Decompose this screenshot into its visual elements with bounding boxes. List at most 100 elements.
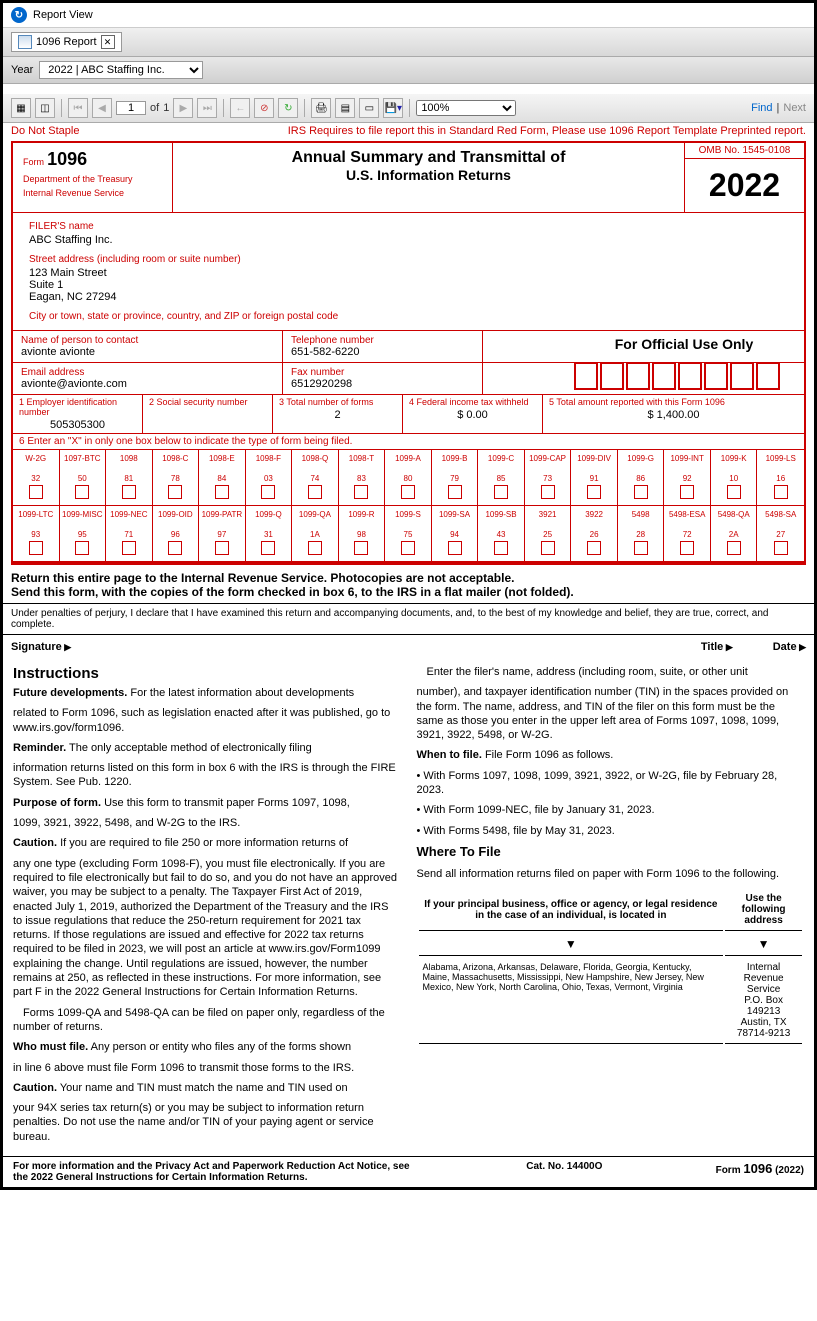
form-type-checkbox[interactable]: 1098-Q74 (292, 450, 339, 505)
form-type-checkbox[interactable]: 1099-LS16 (757, 450, 804, 505)
separator: | (777, 102, 780, 114)
tab-label: 1096 Report (36, 36, 97, 48)
year-bar: Year 2022 | ABC Staffing Inc. (3, 57, 814, 84)
reminder-label: Reminder. (13, 742, 66, 754)
form-type-checkbox[interactable]: W-2G32 (13, 450, 60, 505)
back-icon[interactable]: ← (230, 98, 250, 118)
separator (409, 99, 410, 117)
form-type-checkbox[interactable]: 1099-SA94 (432, 506, 479, 561)
form-type-checkbox[interactable]: 1098-E84 (199, 450, 246, 505)
form-type-checkbox[interactable]: 1099-QA1A (292, 506, 339, 561)
zoom-select[interactable]: 100% (416, 100, 516, 116)
who-text2: in line 6 above must file Form 1096 to t… (13, 1061, 401, 1075)
form-type-checkbox[interactable]: 1099-S75 (385, 506, 432, 561)
app-icon: ↻ (11, 7, 27, 23)
caution2-text: Your name and TIN must match the name an… (60, 1082, 348, 1094)
form-type-checkbox[interactable]: 1099-K10 (711, 450, 758, 505)
where-col1-header: If your principal business, office or ag… (419, 889, 724, 931)
export-icon[interactable]: 💾▾ (383, 98, 403, 118)
prev-page-icon[interactable]: ◀ (92, 98, 112, 118)
form-type-checkbox[interactable]: 1099-B79 (432, 450, 479, 505)
form-type-checkbox[interactable]: 1099-OID96 (153, 506, 200, 561)
title-bar: ↻ Report View (3, 3, 814, 28)
arrow-down-icon: ▼ (419, 933, 724, 956)
form-type-checkbox[interactable]: 1099-SB43 (478, 506, 525, 561)
box6-label: 6 Enter an "X" in only one box below to … (13, 434, 804, 450)
checkbox-row2: 1099-LTC931099-MISC951099-NEC711099-OID9… (13, 506, 804, 563)
refresh-icon[interactable]: ↻ (278, 98, 298, 118)
form-type-checkbox[interactable]: 5498-QA2A (711, 506, 758, 561)
print-icon[interactable]: 🖨 (311, 98, 331, 118)
filer-name-label: FILER'S name (29, 221, 788, 232)
tel-value: 651-582-6220 (291, 346, 474, 358)
form-type-checkbox[interactable]: 1099-LTC93 (13, 506, 60, 561)
form-type-checkbox[interactable]: 549828 (618, 506, 665, 561)
form-type-checkbox[interactable]: 1099-DIV91 (571, 450, 618, 505)
form-title2: U.S. Information Returns (179, 167, 678, 183)
stop-icon[interactable]: ⊘ (254, 98, 274, 118)
page-input[interactable] (116, 101, 146, 115)
form-type-checkbox[interactable]: 392125 (525, 506, 572, 561)
tel-label: Telephone number (291, 335, 474, 346)
states-list: Alabama, Arizona, Arkansas, Delaware, Fl… (419, 958, 724, 1044)
ssn-cell: 2 Social security number (143, 395, 273, 433)
form-type-checkbox[interactable]: 1098-T83 (339, 450, 386, 505)
first-page-icon[interactable]: ⏮ (68, 98, 88, 118)
form-type-checkbox[interactable]: 1099-C85 (478, 450, 525, 505)
fed-tax-cell: 4 Federal income tax withheld $ 0.00 (403, 395, 543, 433)
checkbox-row1: W-2G321097-BTC501098811098-C781098-E8410… (13, 450, 804, 506)
form-type-checkbox[interactable]: 5498-ESA72 (664, 506, 711, 561)
separator (304, 99, 305, 117)
signature-label: Signature (11, 641, 71, 653)
form-type-checkbox[interactable]: 1098-C78 (153, 450, 200, 505)
print-layout-icon[interactable]: ▤ (335, 98, 355, 118)
form-type-checkbox[interactable]: 1099-NEC71 (106, 506, 153, 561)
form-type-checkbox[interactable]: 5498-SA27 (757, 506, 804, 561)
form-type-checkbox[interactable]: 1099-A80 (385, 450, 432, 505)
form-type-checkbox[interactable]: 1098-F03 (246, 450, 293, 505)
form-type-checkbox[interactable]: 1099-INT92 (664, 450, 711, 505)
qa-text: Forms 1099-QA and 5498-QA can be filed o… (13, 1006, 401, 1035)
close-icon[interactable]: ✕ (101, 35, 115, 49)
page-setup-icon[interactable]: ▭ (359, 98, 379, 118)
page-of-label: of (150, 102, 159, 114)
enter-text: Enter the filer's name, address (includi… (417, 665, 805, 679)
total-label: 3 Total number of forms (279, 397, 396, 407)
layout-icon[interactable]: ▦ (11, 98, 31, 118)
ein-label: 1 Employer identification number (19, 397, 136, 417)
layout2-icon[interactable]: ◫ (35, 98, 55, 118)
who-label: Who must file. (13, 1041, 88, 1053)
form-type-checkbox[interactable]: 1099-CAP73 (525, 450, 572, 505)
contact-name-label: Name of person to contact (21, 335, 274, 346)
when-text: File Form 1096 as follows. (485, 749, 613, 761)
form-type-checkbox[interactable]: 392226 (571, 506, 618, 561)
form-label: Form (23, 157, 44, 167)
do-not-staple: Do Not Staple (11, 125, 79, 137)
form-type-checkbox[interactable]: 109881 (106, 450, 153, 505)
year-select[interactable]: 2022 | ABC Staffing Inc. (39, 61, 203, 79)
find-link[interactable]: Find (751, 102, 772, 114)
form-type-checkbox[interactable]: 1099-R98 (339, 506, 386, 561)
form-type-checkbox[interactable]: 1099-G86 (618, 450, 665, 505)
email-value: avionte@avionte.com (21, 378, 274, 390)
purpose-text: Use this form to transmit paper Forms 10… (104, 797, 350, 809)
dept-line1: Department of the Treasury (23, 174, 162, 184)
last-page-icon[interactable]: ⏭ (197, 98, 217, 118)
street3: Eagan, NC 27294 (29, 291, 788, 303)
numbers-row: 1 Employer identification number 5053053… (13, 395, 804, 434)
separator (223, 99, 224, 117)
form-type-checkbox[interactable]: 1099-PATR97 (199, 506, 246, 561)
filer-name: ABC Staffing Inc. (29, 234, 788, 246)
where-to-file-table: If your principal business, office or ag… (417, 887, 805, 1046)
form-title1: Annual Summary and Transmittal of (179, 149, 678, 167)
perjury-text: Under penalties of perjury, I declare th… (3, 604, 814, 635)
next-link[interactable]: Next (783, 102, 806, 114)
form-type-checkbox[interactable]: 1099-Q31 (246, 506, 293, 561)
form-type-checkbox[interactable]: 1097-BTC50 (60, 450, 107, 505)
fax-value: 6512920298 (291, 378, 474, 390)
report-tab[interactable]: 1096 Report ✕ (11, 32, 122, 52)
form-type-checkbox[interactable]: 1099-MISC95 (60, 506, 107, 561)
next-page-icon[interactable]: ▶ (173, 98, 193, 118)
future-text2: related to Form 1096, such as legislatio… (13, 706, 401, 735)
street-label: Street address (including room or suite … (29, 254, 788, 265)
